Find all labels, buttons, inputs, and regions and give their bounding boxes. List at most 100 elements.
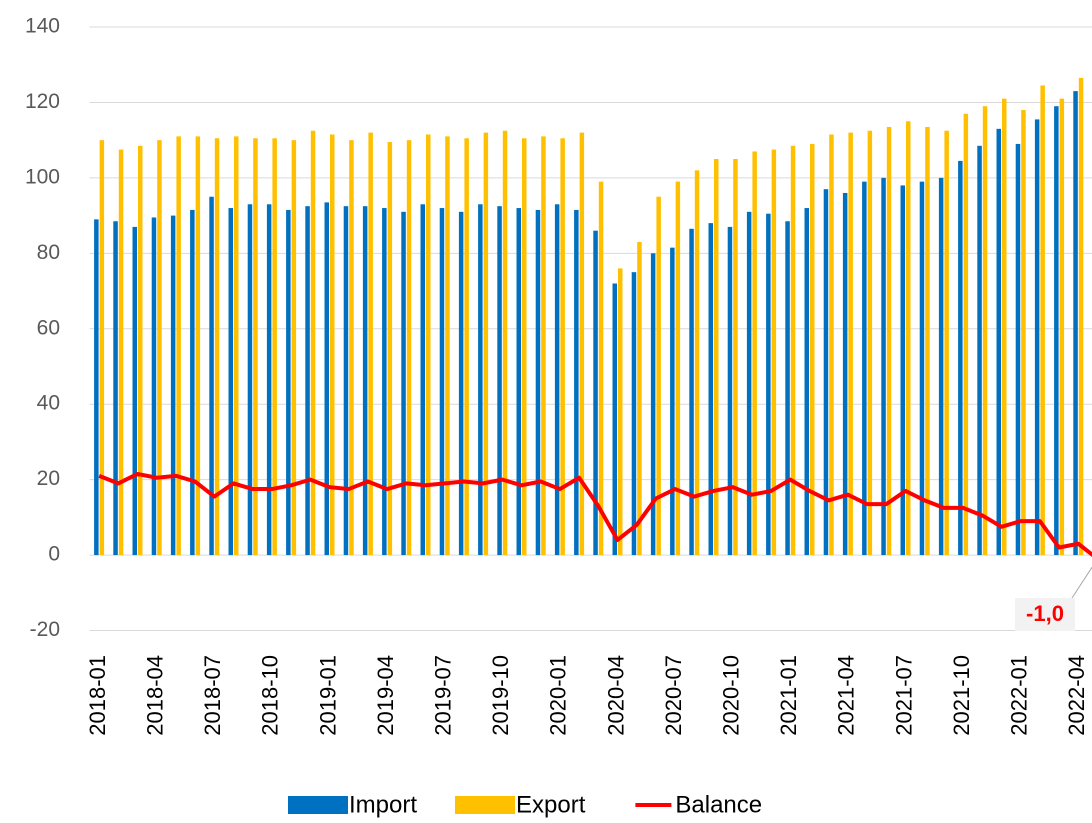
bar [900, 185, 905, 556]
bar [560, 138, 565, 556]
x-tick-label: 2019-04 [373, 655, 398, 736]
bar [330, 134, 335, 556]
bar [886, 126, 892, 556]
bar [1073, 91, 1078, 556]
leader-line [1071, 566, 1092, 599]
x-tick-label: 2018-07 [200, 655, 225, 736]
y-tick-label: -20 [30, 618, 60, 641]
bar [439, 208, 445, 556]
bar [1002, 98, 1007, 556]
bar [157, 140, 162, 556]
x-tick-label: 2021-01 [776, 655, 801, 736]
bar [406, 140, 412, 556]
x-tick-label: 2018-10 [258, 655, 283, 736]
data-label: -1,0 [1026, 601, 1064, 626]
bar [829, 134, 834, 556]
bar [502, 130, 508, 556]
bar [714, 159, 719, 556]
x-tick-label: 2020-07 [661, 655, 686, 736]
bar [790, 145, 796, 556]
bar [881, 177, 886, 556]
x-tick-label: 2021-04 [834, 655, 859, 736]
x-tick-label: 2021-10 [949, 655, 974, 736]
bar [766, 213, 771, 556]
x-tick-label: 2020-04 [603, 655, 628, 736]
bar [214, 138, 220, 556]
bar [650, 253, 656, 556]
bar [1078, 77, 1084, 556]
y-tick-label: 100 [25, 165, 60, 188]
bar [535, 209, 541, 556]
y-tick-label: 40 [37, 392, 60, 415]
bar [286, 209, 291, 556]
bar [426, 134, 431, 556]
bar [483, 132, 489, 556]
x-tick-label: 2020-01 [546, 655, 571, 736]
bar [631, 272, 637, 556]
bar [310, 130, 316, 556]
bar [598, 181, 604, 556]
bar [228, 208, 233, 556]
legend-label: Import [349, 791, 417, 818]
bar [867, 130, 873, 556]
bar [94, 219, 99, 556]
bar [382, 208, 387, 556]
y-tick-label: 60 [37, 316, 60, 339]
bar [1034, 119, 1040, 556]
x-tick-label: 2018-01 [85, 655, 110, 736]
bar [324, 202, 329, 556]
bar [612, 283, 617, 556]
bar [170, 215, 176, 556]
bar [554, 204, 560, 556]
bar [138, 145, 143, 556]
bar [656, 196, 661, 556]
line [98, 471, 1092, 558]
y-tick-label: 140 [25, 15, 60, 38]
bar [579, 132, 585, 556]
bar [746, 211, 752, 556]
bar [362, 206, 368, 556]
bar [708, 223, 713, 556]
bar [343, 206, 349, 556]
bar [823, 189, 829, 556]
bar [963, 113, 969, 556]
bar [420, 204, 425, 556]
bar [1054, 106, 1059, 556]
bar [113, 221, 118, 556]
bar [464, 138, 469, 556]
bar [176, 136, 181, 556]
bar [593, 230, 598, 556]
x-tick-label: 2019-07 [431, 655, 456, 736]
bar [906, 121, 911, 556]
bar [842, 192, 848, 556]
bar [266, 204, 272, 556]
bar [1021, 109, 1026, 556]
bar [190, 209, 195, 556]
y-tick-label: 120 [25, 90, 60, 113]
y-tick-label: 20 [37, 467, 60, 490]
bar [996, 128, 1001, 556]
bar [944, 130, 949, 556]
bar [771, 149, 777, 556]
bar [541, 136, 546, 556]
label-box [1015, 598, 1075, 631]
bar [478, 204, 483, 556]
bar [862, 181, 867, 556]
bar [151, 217, 157, 556]
bar [195, 136, 201, 556]
bar [253, 138, 258, 556]
x-tick-label: 2019-10 [488, 655, 513, 736]
bar [1015, 143, 1021, 556]
x-tick-label: 2022-01 [1007, 655, 1032, 736]
bar [618, 268, 623, 556]
x-tick-label: 2018-04 [143, 655, 168, 736]
bar [574, 209, 579, 556]
bar [247, 204, 253, 556]
bar [958, 160, 963, 556]
bar [401, 211, 406, 556]
y-tick-label: 80 [37, 241, 60, 264]
legend-label: Balance [675, 791, 762, 818]
bar [1040, 85, 1045, 556]
bar [848, 132, 853, 556]
